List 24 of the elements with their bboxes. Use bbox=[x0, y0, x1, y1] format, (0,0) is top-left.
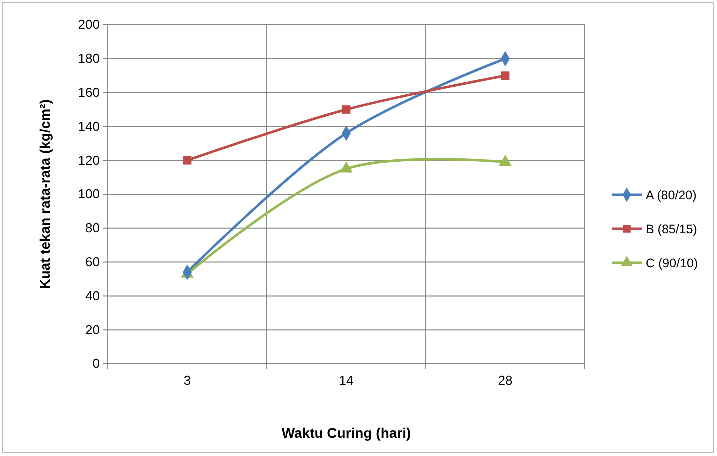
legend-label: A (80/20) bbox=[646, 188, 697, 202]
y-tick-label: 160 bbox=[78, 84, 100, 100]
y-tick-label: 60 bbox=[86, 254, 100, 270]
y-tick-label: 100 bbox=[78, 186, 100, 202]
x-axis-title: Waktu Curing (hari) bbox=[282, 425, 412, 441]
y-tick-label: 40 bbox=[86, 288, 100, 304]
x-tick-label: 3 bbox=[184, 373, 192, 388]
y-tick-label: 20 bbox=[86, 322, 100, 338]
point bbox=[340, 162, 353, 173]
y-tick-label: 80 bbox=[86, 220, 100, 236]
y-tick-label: 120 bbox=[78, 152, 100, 168]
y-tick-label: 0 bbox=[92, 356, 100, 372]
point bbox=[499, 154, 512, 166]
x-tick-label: 14 bbox=[339, 373, 354, 388]
y-tick-label: 140 bbox=[78, 118, 100, 134]
point bbox=[342, 106, 351, 114]
legend-label: B (85/15) bbox=[646, 222, 698, 236]
y-axis-title: Kuat tekan rata-rata (kg/cm²) bbox=[37, 100, 53, 290]
point bbox=[183, 156, 192, 165]
y-tick-label: 180 bbox=[78, 51, 100, 66]
y-tick-label: 200 bbox=[78, 17, 100, 32]
point bbox=[501, 72, 510, 80]
legend-label: C (90/10) bbox=[646, 256, 698, 270]
x-tick-label: 28 bbox=[498, 373, 513, 388]
